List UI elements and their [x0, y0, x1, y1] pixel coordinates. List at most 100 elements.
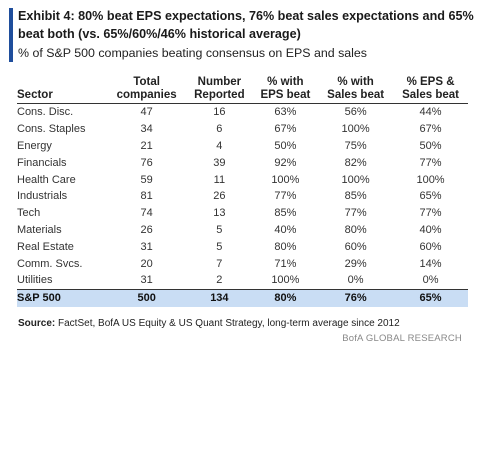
value-cell: 100%	[341, 173, 370, 186]
table-row: Financials 76 39 92% 82% 77%	[17, 154, 468, 171]
sector-cell: Industrials	[17, 190, 68, 203]
source-label: Source:	[18, 318, 56, 329]
accent-bar	[9, 8, 13, 62]
value-cell: 77%	[419, 207, 442, 220]
sector-cell: Comm. Svcs.	[17, 257, 83, 270]
value-cell: 65%	[419, 190, 442, 203]
column-header: % EPS & Sales beat	[393, 74, 468, 104]
header-line: % with	[337, 76, 374, 88]
sector-cell: Health Care	[17, 173, 76, 186]
total-row: S&P 500 500 134 80% 76% 65%	[17, 288, 468, 307]
column-header: Number Reported	[186, 74, 253, 104]
column-header: Total companies	[107, 74, 187, 104]
source: Source: FactSet, BofA US Equity & US Qua…	[18, 318, 400, 329]
header-line: Total	[133, 76, 160, 88]
value-cell: 67%	[419, 123, 442, 136]
value-cell: 0%	[347, 274, 364, 287]
value-cell: 7	[216, 257, 223, 270]
value-cell: 56%	[344, 106, 367, 119]
data-table: Sector Total companies Number Reported% with…	[17, 74, 468, 307]
value-cell: 85%	[344, 190, 367, 203]
value-cell: 2	[216, 274, 223, 287]
value-cell: 60%	[344, 240, 367, 253]
table-row: Health Care 59 11 100% 100% 100%	[17, 171, 468, 188]
header-line: Sector	[17, 89, 53, 101]
value-cell: 60%	[419, 240, 442, 253]
value-cell: 63%	[274, 106, 297, 119]
header-line: Reported	[194, 89, 245, 101]
header-line: Sales beat	[402, 89, 459, 101]
value-cell: 75%	[344, 139, 367, 152]
value-cell: 34	[140, 123, 153, 136]
value-cell: 100%	[271, 274, 300, 287]
value-cell: 74	[140, 207, 153, 220]
table-row: Utilities 31 2 100% 0% 0%	[17, 272, 468, 289]
column-header: Sector	[17, 74, 108, 104]
value-cell: 13	[213, 207, 226, 220]
value-cell: 26	[140, 223, 153, 236]
value-cell: 16	[213, 106, 226, 119]
sector-cell: Cons. Staples	[17, 123, 86, 136]
sector-cell: Cons. Disc.	[17, 106, 74, 119]
value-cell: 82%	[344, 156, 367, 169]
column-header: % with EPS beat	[252, 74, 319, 104]
sector-cell: Financials	[17, 156, 67, 169]
header-line: Sales beat	[327, 89, 385, 101]
value-cell: 59	[140, 173, 153, 186]
value-cell: 14%	[419, 257, 442, 270]
header-line: EPS beat	[260, 89, 311, 101]
value-cell: 44%	[419, 106, 442, 119]
value-cell: 31	[140, 240, 153, 253]
value-cell: 100%	[416, 173, 445, 186]
value-cell: 40%	[274, 223, 297, 236]
value-cell: 92%	[274, 156, 297, 169]
value-cell: 77%	[274, 190, 297, 203]
value-cell: 77%	[344, 207, 367, 220]
subtitle: % of S&P 500 companies beating consensus…	[18, 46, 368, 60]
header-row: Sector Total companies Number Reported% with…	[17, 74, 468, 104]
table-row: Energy 21 4 50% 75% 50%	[17, 138, 468, 155]
header-line: % with	[267, 76, 304, 88]
total-cell: 76%	[318, 288, 394, 307]
footer: BofA GLOBAL RESEARCH	[342, 333, 462, 344]
value-cell: 0%	[422, 274, 439, 287]
value-cell: 76	[140, 156, 153, 169]
title: Exhibit 4: 80% beat EPS expectations, 76…	[18, 9, 474, 41]
value-cell: 5	[216, 240, 223, 253]
table-head: Sector Total companies Number Reported% with…	[17, 74, 468, 104]
source-text: FactSet, BofA US Equity & US Quant Strat…	[58, 318, 400, 329]
total-cell: 134	[186, 288, 253, 307]
value-cell: 6	[216, 123, 223, 136]
value-cell: 11	[213, 173, 226, 186]
total-label: S&P 500	[17, 288, 108, 307]
value-cell: 81	[140, 190, 153, 203]
value-cell: 40%	[419, 223, 442, 236]
total-cell: 80%	[252, 288, 319, 307]
value-cell: 5	[216, 223, 223, 236]
table-row: Comm. Svcs. 20 7 71% 29% 14%	[17, 255, 468, 272]
value-cell: 67%	[274, 123, 297, 136]
value-cell: 31	[140, 274, 153, 287]
table-row: Tech 74 13 85% 77% 77%	[17, 205, 468, 222]
table-row: Materials 26 5 40% 80% 40%	[17, 222, 468, 239]
table-row: Cons. Disc. 47 16 63% 56% 44%	[17, 104, 468, 121]
total-cell: 65%	[393, 288, 468, 307]
value-cell: 80%	[344, 223, 367, 236]
header-line: companies	[116, 89, 177, 101]
value-cell: 21	[140, 139, 153, 152]
sector-cell: Materials	[17, 223, 62, 236]
value-cell: 29%	[344, 257, 367, 270]
value-cell: 26	[213, 190, 226, 203]
value-cell: 4	[216, 139, 223, 152]
sector-cell: Energy	[17, 139, 52, 152]
total-cell: 500	[107, 288, 187, 307]
header-line: % EPS &	[406, 76, 455, 88]
sector-cell: Utilities	[17, 274, 53, 287]
value-cell: 47	[140, 106, 153, 119]
column-header: % with Sales beat	[318, 74, 394, 104]
value-cell: 77%	[419, 156, 442, 169]
sector-cell: Real Estate	[17, 240, 74, 253]
value-cell: 80%	[274, 240, 297, 253]
table-row: Real Estate 31 5 80% 60% 60%	[17, 238, 468, 255]
